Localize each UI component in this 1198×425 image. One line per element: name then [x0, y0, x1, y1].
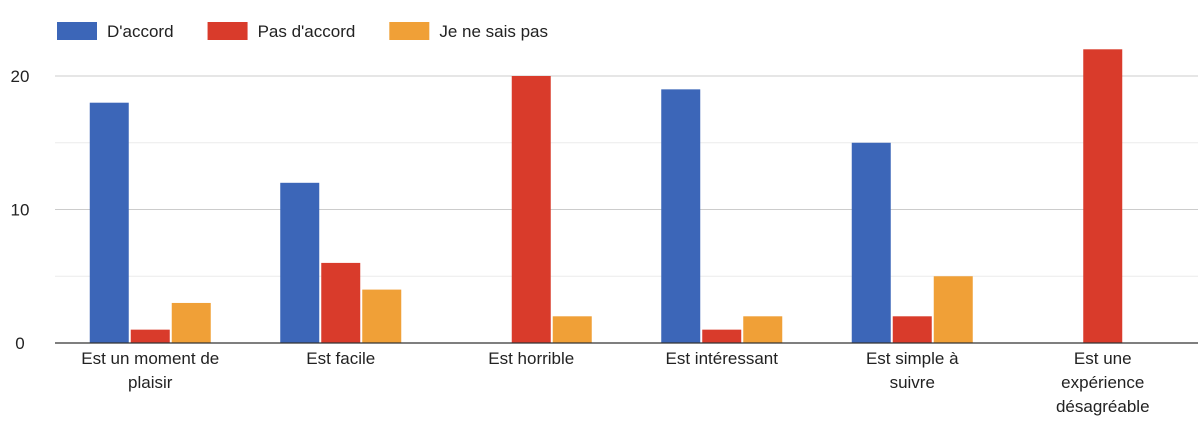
bar — [130, 329, 170, 343]
y-tick-label: 20 — [11, 67, 30, 86]
y-tick-label: 10 — [11, 201, 30, 220]
legend-label: D'accord — [107, 22, 174, 41]
x-tick-label: Est une expérience désagréable — [1056, 349, 1150, 416]
bar — [362, 289, 402, 343]
bar — [851, 142, 891, 343]
bar — [1083, 49, 1123, 344]
grid-layer — [55, 75, 1198, 277]
legend-swatch — [57, 22, 97, 40]
legend-label: Pas d'accord — [258, 22, 356, 41]
bar — [892, 316, 932, 343]
bar — [280, 182, 320, 343]
x-tick-label: Est intéressant — [666, 349, 779, 368]
bar — [511, 76, 551, 343]
x-tick-label: Est horrible — [488, 349, 574, 368]
bar — [321, 262, 361, 343]
x-tick-label: Est simple à suivre — [866, 349, 959, 392]
bar — [933, 276, 973, 343]
x-tick-label: Est facile — [306, 349, 375, 368]
bar — [743, 316, 783, 343]
bar — [171, 302, 211, 343]
bar — [89, 102, 129, 343]
axis-layer: 0 10 20 Est un moment de plaisir Est facile Es… — [11, 67, 1198, 416]
legend-label: Je ne sais pas — [439, 22, 548, 41]
bar — [702, 329, 742, 343]
legend-swatch — [389, 22, 430, 40]
bar — [552, 316, 592, 343]
x-tick-label: Est un moment de plaisir — [81, 349, 219, 392]
y-tick-label: 0 — [15, 334, 24, 353]
bar — [661, 89, 701, 343]
legend-swatch — [207, 22, 248, 40]
legend: D'accord Pas d'accord Je ne sais pas — [57, 22, 548, 41]
bars-layer — [89, 49, 1123, 344]
